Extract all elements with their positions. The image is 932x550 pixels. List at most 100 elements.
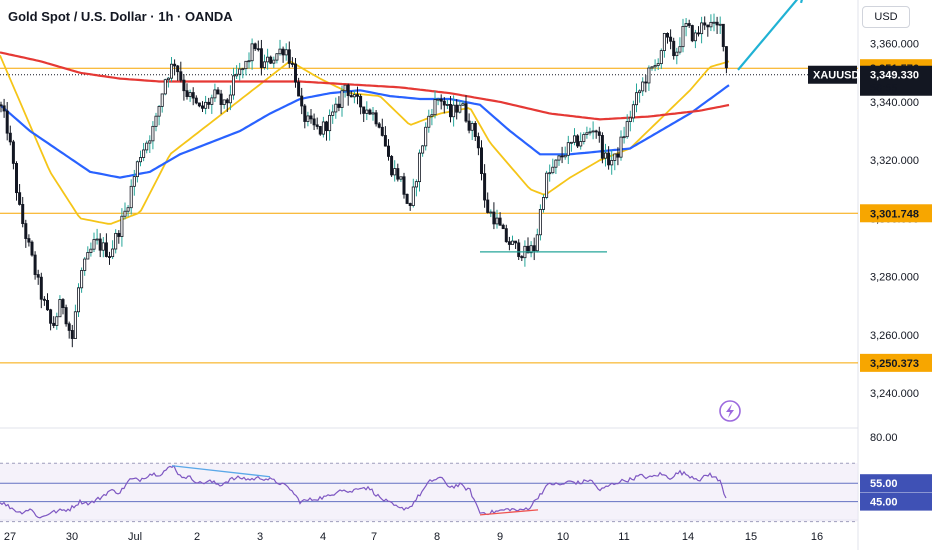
axes: 3,360.0003,340.0003,320.0003,300.0003,28… (4, 39, 932, 543)
candle (452, 95, 456, 127)
price-line-tag-bg (860, 353, 932, 372)
rsi-level-tag-bg (860, 474, 932, 493)
candle (222, 99, 226, 109)
y-tick-label: 3,280.000 (870, 272, 919, 284)
current-price-tag-bg (860, 65, 932, 96)
candle-body (706, 24, 710, 28)
candle-body (359, 95, 363, 108)
candle-body (405, 193, 409, 204)
candle-body (486, 199, 490, 213)
x-tick-label: 11 (618, 531, 629, 543)
candle (560, 146, 564, 164)
candle (64, 304, 68, 327)
candle (703, 16, 707, 30)
candle (479, 140, 483, 181)
candle-body (439, 98, 443, 102)
candle-body (163, 79, 167, 95)
candle-body (21, 204, 25, 224)
candle-body (148, 140, 152, 144)
candle-body (442, 100, 446, 106)
candle (303, 103, 307, 129)
candle-body (8, 132, 12, 143)
candle (566, 135, 570, 165)
candle-body (467, 120, 471, 131)
candle (241, 67, 245, 79)
candle-body (610, 160, 614, 166)
candle-body (352, 94, 356, 98)
candle (89, 242, 93, 257)
candle-body (622, 136, 626, 139)
candle (495, 209, 499, 229)
candle (92, 232, 96, 253)
x-tick-label: 30 (66, 531, 78, 543)
candle-body (126, 207, 130, 212)
candle-body (191, 92, 195, 99)
rsi-level-tag: 55.00 (870, 478, 898, 490)
candle (374, 109, 378, 127)
candle (309, 109, 313, 124)
candle-body (247, 60, 251, 63)
candle-body (225, 99, 229, 104)
candle-body (185, 90, 189, 97)
candle-body (712, 21, 716, 24)
candle-body (290, 63, 294, 65)
candle-body (5, 110, 9, 134)
candle (36, 269, 40, 285)
candle-body (114, 232, 118, 250)
candle-body (526, 245, 530, 254)
candle (250, 38, 254, 70)
candle-body (411, 186, 415, 206)
candle-body (306, 115, 310, 122)
candle (371, 107, 375, 121)
candle (315, 117, 319, 130)
candle (39, 272, 43, 309)
candle-body (250, 43, 254, 62)
candle-body (42, 298, 46, 301)
candle-body (495, 217, 499, 225)
candle-body (89, 248, 93, 253)
candle-body (492, 211, 496, 225)
candle-body (204, 101, 208, 109)
candle-body (631, 104, 635, 119)
currency-button[interactable]: USD (862, 6, 910, 28)
candle-body (448, 104, 452, 118)
candle (324, 120, 328, 141)
candle-body (402, 176, 406, 195)
candle-body (108, 256, 112, 258)
candle-body (287, 49, 291, 64)
candle-body (473, 123, 477, 138)
candle-body (455, 104, 459, 113)
candle-body (253, 43, 257, 50)
candle-body (386, 145, 390, 157)
candle-body (334, 103, 338, 113)
candle-body (222, 99, 226, 105)
candle (58, 295, 62, 318)
candle (417, 149, 421, 192)
candle-body (262, 61, 266, 68)
candle (653, 59, 657, 72)
candle-body (235, 73, 239, 77)
candle-body (120, 215, 124, 237)
candle-body (421, 145, 425, 154)
candle-body (24, 223, 28, 239)
candle (256, 40, 260, 52)
candle (588, 127, 592, 136)
rsi-divergence-line (479, 509, 539, 516)
candle (557, 154, 561, 166)
candle-body (154, 115, 158, 127)
candle-body (151, 125, 155, 142)
candle-body (666, 33, 670, 38)
candle (476, 132, 480, 156)
candle (312, 113, 316, 131)
candle (238, 62, 242, 81)
lightning-icon[interactable] (719, 400, 741, 422)
rsi-level-tag-bg (860, 492, 932, 511)
candle (2, 98, 6, 118)
candle (148, 135, 152, 153)
candle-body (529, 245, 533, 254)
candle (247, 52, 251, 69)
x-tick-label: Jul (128, 531, 142, 543)
candle-body (644, 81, 648, 84)
x-tick-label: 4 (320, 531, 326, 543)
